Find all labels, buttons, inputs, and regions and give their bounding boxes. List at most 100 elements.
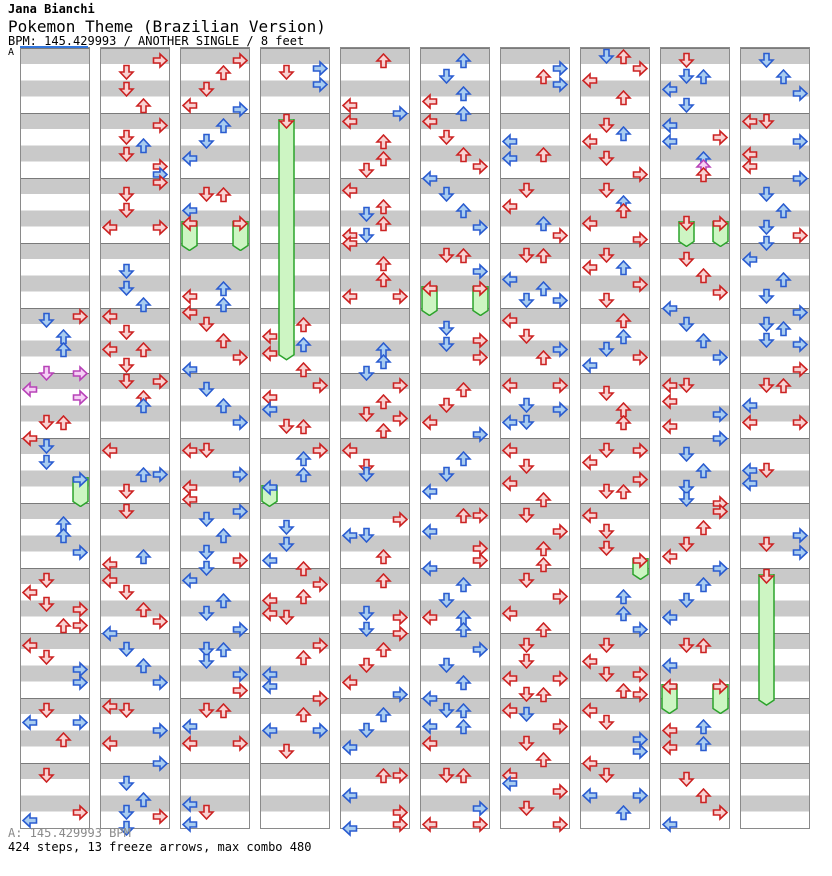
blue-up-arrow-icon	[775, 203, 792, 219]
blue-down-arrow-icon	[678, 593, 695, 609]
blue-down-arrow-icon	[518, 398, 535, 414]
red-left-arrow-icon	[501, 669, 518, 687]
red-right-arrow-icon	[632, 665, 649, 683]
red-down-arrow-icon	[598, 666, 615, 682]
blue-left-arrow-icon	[741, 474, 758, 492]
red-right-arrow-icon	[552, 815, 569, 833]
red-up-arrow-icon	[295, 418, 312, 434]
chart-column-7	[500, 47, 570, 833]
red-up-arrow-icon	[135, 97, 152, 114]
red-up-arrow-icon	[375, 394, 392, 410]
blue-left-arrow-icon	[261, 677, 278, 695]
red-left-arrow-icon	[261, 389, 278, 407]
red-down-arrow-icon	[198, 442, 215, 459]
red-right-arrow-icon	[552, 718, 569, 736]
blue-left-arrow-icon	[261, 478, 278, 496]
red-down-arrow-icon	[358, 406, 375, 422]
blue-down-arrow-icon	[758, 52, 775, 69]
blue-left-arrow-icon	[341, 787, 358, 805]
blue-down-arrow-icon	[758, 333, 775, 349]
red-left-arrow-icon	[501, 604, 518, 622]
red-right-arrow-icon	[632, 230, 649, 248]
red-right-arrow-icon	[552, 377, 569, 394]
red-down-arrow-icon	[598, 117, 615, 134]
blue-right-arrow-icon	[72, 470, 89, 488]
blue-left-arrow-icon	[661, 300, 678, 317]
red-right-arrow-icon	[72, 803, 89, 821]
blue-up-arrow-icon	[295, 467, 312, 483]
blue-down-arrow-icon	[38, 312, 55, 329]
red-down-arrow-icon	[438, 398, 455, 414]
red-down-arrow-icon	[118, 483, 135, 499]
blue-up-arrow-icon	[135, 658, 152, 674]
freeze-tail	[421, 285, 438, 316]
chart-column-5	[340, 47, 410, 837]
red-down-arrow-icon	[118, 129, 135, 146]
blue-left-arrow-icon	[181, 360, 198, 378]
red-right-arrow-icon	[312, 442, 329, 459]
red-up-arrow-icon	[135, 601, 152, 617]
red-up-arrow-icon	[215, 65, 232, 81]
red-right-arrow-icon	[392, 287, 409, 305]
red-right-arrow-icon	[152, 117, 169, 134]
red-left-arrow-icon	[101, 442, 118, 459]
red-down-arrow-icon	[118, 702, 135, 719]
blue-right-arrow-icon	[232, 503, 249, 520]
blue-down-arrow-icon	[598, 48, 615, 65]
red-down-arrow-icon	[678, 377, 695, 394]
red-right-arrow-icon	[392, 511, 409, 528]
blue-right-arrow-icon	[792, 527, 809, 545]
red-down-arrow-icon	[518, 637, 535, 654]
red-right-arrow-icon	[152, 174, 169, 191]
blue-up-arrow-icon	[455, 702, 472, 719]
blue-left-arrow-icon	[101, 625, 118, 642]
blue-up-arrow-icon	[455, 203, 472, 219]
blue-up-arrow-icon	[615, 260, 632, 276]
red-down-arrow-icon	[38, 597, 55, 613]
red-left-arrow-icon	[421, 608, 438, 626]
blue-down-arrow-icon	[438, 337, 455, 353]
red-left-arrow-icon	[261, 328, 278, 346]
blue-down-arrow-icon	[678, 446, 695, 463]
blue-right-arrow-icon	[552, 401, 569, 419]
red-right-arrow-icon	[392, 608, 409, 626]
red-up-arrow-icon	[375, 422, 392, 439]
red-up-arrow-icon	[615, 414, 632, 430]
red-left-arrow-icon	[261, 592, 278, 610]
blue-up-arrow-icon	[215, 398, 232, 414]
red-up-arrow-icon	[535, 540, 552, 556]
blue-left-arrow-icon	[741, 462, 758, 480]
blue-down-arrow-icon	[438, 593, 455, 609]
blue-right-arrow-icon	[632, 742, 649, 760]
red-right-arrow-icon	[632, 470, 649, 488]
red-down-arrow-icon	[118, 357, 135, 373]
purple-right-arrow-icon	[72, 389, 89, 407]
blue-down-arrow-icon	[438, 658, 455, 674]
blue-right-arrow-icon	[472, 263, 489, 281]
red-down-arrow-icon	[758, 463, 775, 479]
red-left-arrow-icon	[501, 442, 518, 459]
red-right-arrow-icon	[472, 551, 489, 569]
blue-down-arrow-icon	[598, 341, 615, 357]
red-down-arrow-icon	[758, 568, 775, 585]
red-right-arrow-icon	[392, 815, 409, 833]
blue-left-arrow-icon	[181, 795, 198, 813]
red-left-arrow-icon	[581, 214, 598, 232]
red-right-arrow-icon	[712, 129, 729, 147]
red-right-arrow-icon	[312, 690, 329, 707]
red-right-arrow-icon	[712, 283, 729, 301]
red-right-arrow-icon	[632, 275, 649, 293]
blue-right-arrow-icon	[632, 620, 649, 638]
red-right-arrow-icon	[552, 783, 569, 801]
blue-up-arrow-icon	[455, 674, 472, 690]
red-down-arrow-icon	[598, 292, 615, 308]
red-up-arrow-icon	[295, 560, 312, 577]
red-down-arrow-icon	[38, 572, 55, 589]
red-right-arrow-icon	[472, 507, 489, 524]
blue-right-arrow-icon	[552, 340, 569, 358]
blue-down-arrow-icon	[518, 414, 535, 430]
red-right-arrow-icon	[72, 600, 89, 618]
red-up-arrow-icon	[375, 641, 392, 658]
red-up-arrow-icon	[455, 381, 472, 398]
